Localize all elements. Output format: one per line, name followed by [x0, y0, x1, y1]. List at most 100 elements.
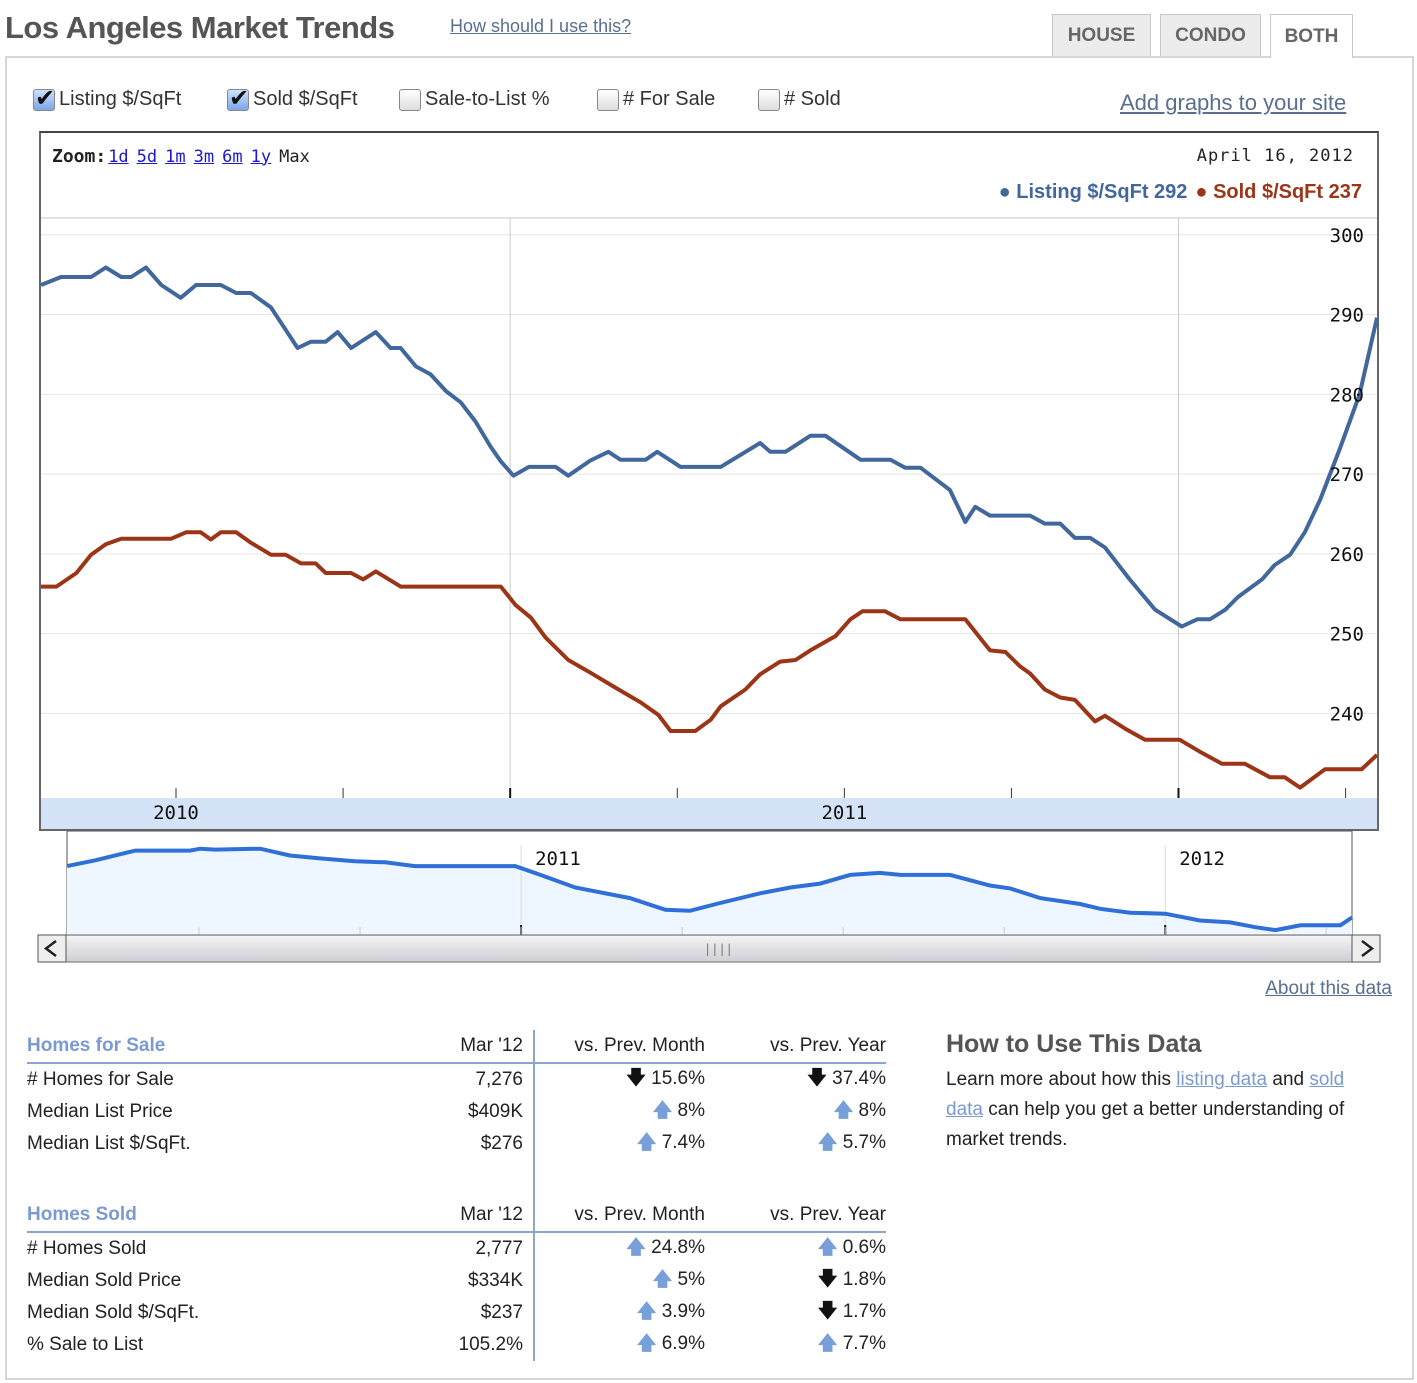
section-title: Homes Sold	[27, 1199, 407, 1233]
mom-change: 🡅 3.9%	[534, 1297, 705, 1329]
chart-date: April 16, 2012	[1196, 146, 1354, 166]
mom-value: 3.9%	[661, 1301, 705, 1322]
table-header: Homes for Sale Mar '12 vs. Prev. Month vs. …	[27, 1030, 886, 1064]
yoy-change: 🡅 5.7%	[705, 1128, 886, 1160]
zoom-max[interactable]: Max	[279, 146, 310, 167]
row-label: Median List $/SqFt.	[27, 1133, 191, 1154]
arrow-down-icon: 🡇	[817, 1301, 838, 1322]
zoom-5d[interactable]: 5d	[136, 146, 158, 167]
arrow-up-icon: 🡅	[636, 1333, 657, 1354]
mom-value: 7.4%	[661, 1132, 705, 1153]
zoom-label: Zoom:	[52, 146, 107, 167]
page-title: Los Angeles Market Trends	[5, 10, 395, 45]
toggle-listing-sqft[interactable]: Listing $/SqFt	[33, 84, 181, 113]
yoy-change: 🡇 1.8%	[705, 1265, 886, 1297]
toggle-label: # For Sale	[623, 88, 716, 110]
toggle-label: # Sold	[784, 88, 841, 110]
row-label: Median Sold $/SqFt.	[27, 1302, 200, 1323]
zoom-3m[interactable]: 3m	[193, 146, 215, 167]
row-value: $334K	[407, 1265, 535, 1297]
sold-data-link[interactable]: sold data	[946, 1069, 1345, 1120]
table-row: # Homes Sold 2,777 🡅 24.8% 🡅 0.6%	[27, 1232, 886, 1265]
section-title: Homes for Sale	[27, 1030, 407, 1064]
zoom-1y[interactable]: 1y	[250, 146, 272, 167]
scroll-right-button[interactable]	[1351, 934, 1381, 963]
toggle-sale-to-list[interactable]: Sale-to-List %	[399, 88, 550, 111]
toggle-label: Sold $/SqFt	[253, 88, 358, 110]
scrollbar[interactable]: ||||	[37, 934, 1381, 963]
toggle-for-sale[interactable]: # For Sale	[597, 88, 715, 111]
zoom-1d[interactable]: 1d	[108, 146, 129, 167]
y-tick-label: 280	[1330, 384, 1364, 406]
row-value: $409K	[407, 1096, 535, 1128]
homes-sold-table: Homes Sold Mar '12 vs. Prev. Month vs. Prev…	[27, 1199, 886, 1361]
toggle-sold[interactable]: # Sold	[758, 88, 841, 111]
zoom-6m[interactable]: 6m	[222, 146, 243, 167]
y-tick-label: 250	[1330, 624, 1364, 646]
row-value: $276	[407, 1128, 535, 1160]
how-to-text: Learn more about how this listing data a…	[946, 1065, 1386, 1155]
tab-condo[interactable]: CONDO	[1160, 14, 1261, 56]
main-panel	[5, 56, 1414, 1380]
x-tick-label: 2010	[153, 802, 199, 824]
col-header: vs. Prev. Year	[705, 1199, 886, 1233]
chart-legend: ● Listing $/SqFt 292 ● Sold $/SqFt 237	[999, 181, 1362, 204]
mom-value: 8%	[677, 1100, 705, 1121]
scrollbar-grip-icon: ||||	[704, 942, 733, 956]
listing-data-link[interactable]: listing data	[1176, 1069, 1268, 1090]
row-label: # Homes Sold	[27, 1238, 147, 1259]
arrow-up-icon: 🡅	[636, 1132, 657, 1153]
table-row: # Homes for Sale 7,276 🡇 15.6% 🡇 37.4%	[27, 1063, 886, 1096]
row-label: # Homes for Sale	[27, 1069, 174, 1090]
col-header: vs. Prev. Year	[705, 1030, 886, 1064]
arrow-up-icon: 🡅	[636, 1301, 657, 1322]
row-value: $237	[407, 1297, 535, 1329]
tab-both[interactable]: BOTH	[1270, 14, 1353, 58]
yoy-value: 8%	[858, 1100, 886, 1121]
mom-change: 🡅 7.4%	[534, 1128, 705, 1160]
legend-listing: ● Listing $/SqFt 292	[998, 181, 1188, 203]
arrow-up-icon: 🡅	[817, 1237, 838, 1258]
toggle-label: Sale-to-List %	[425, 88, 550, 110]
yoy-value: 5.7%	[842, 1132, 886, 1153]
checkbox[interactable]	[758, 88, 780, 111]
about-data-link[interactable]: About this data	[1265, 978, 1392, 999]
mom-value: 24.8%	[651, 1237, 705, 1258]
checkbox-checked[interactable]	[33, 84, 55, 113]
y-tick-label: 240	[1330, 703, 1364, 725]
legend-listing-label: Listing $/SqFt 292	[1016, 181, 1188, 203]
row-value: 7,276	[407, 1063, 535, 1096]
arrow-down-icon: 🡇	[817, 1269, 838, 1290]
checkbox[interactable]	[597, 88, 619, 111]
navigator-tick-label: 2011	[535, 848, 581, 870]
arrow-up-icon: 🡅	[652, 1269, 673, 1290]
yoy-value: 0.6%	[842, 1237, 886, 1258]
add-graphs-link[interactable]: Add graphs to your site	[1120, 90, 1347, 115]
checkbox[interactable]	[399, 88, 421, 111]
arrow-down-icon: 🡇	[807, 1068, 827, 1089]
yoy-change: 🡅 7.7%	[705, 1329, 886, 1361]
x-axis-band	[41, 798, 1377, 829]
arrow-up-icon: 🡅	[833, 1100, 854, 1121]
row-value: 2,777	[407, 1232, 535, 1265]
text: and	[1267, 1069, 1310, 1090]
chevron-left-icon	[43, 940, 57, 957]
how-to-panel: How to Use This Data Learn more about ho…	[946, 1030, 1386, 1155]
yoy-value: 37.4%	[832, 1068, 886, 1089]
yoy-change: 🡅 8%	[705, 1096, 886, 1128]
arrow-up-icon: 🡅	[817, 1132, 838, 1153]
text: can help you get a better understanding …	[946, 1099, 1345, 1150]
homes-for-sale-table: Homes for Sale Mar '12 vs. Prev. Month vs. …	[27, 1030, 886, 1160]
y-tick-label: 270	[1330, 464, 1364, 486]
toggle-sold-sqft[interactable]: Sold $/SqFt	[227, 84, 358, 113]
checkbox-checked[interactable]	[227, 84, 249, 113]
scrollbar-thumb[interactable]	[66, 936, 1352, 961]
col-header: vs. Prev. Month	[534, 1199, 705, 1233]
legend-sold: ● Sold $/SqFt 237	[1195, 181, 1362, 203]
zoom-1m[interactable]: 1m	[165, 146, 186, 167]
zoom-controls: Zoom: 1d 5d 1m 3m 6m 1y Max	[52, 146, 310, 167]
y-tick-label: 300	[1330, 225, 1364, 247]
tab-house[interactable]: HOUSE	[1052, 14, 1151, 56]
scroll-left-button[interactable]	[37, 934, 67, 963]
help-link[interactable]: How should I use this?	[450, 16, 632, 36]
